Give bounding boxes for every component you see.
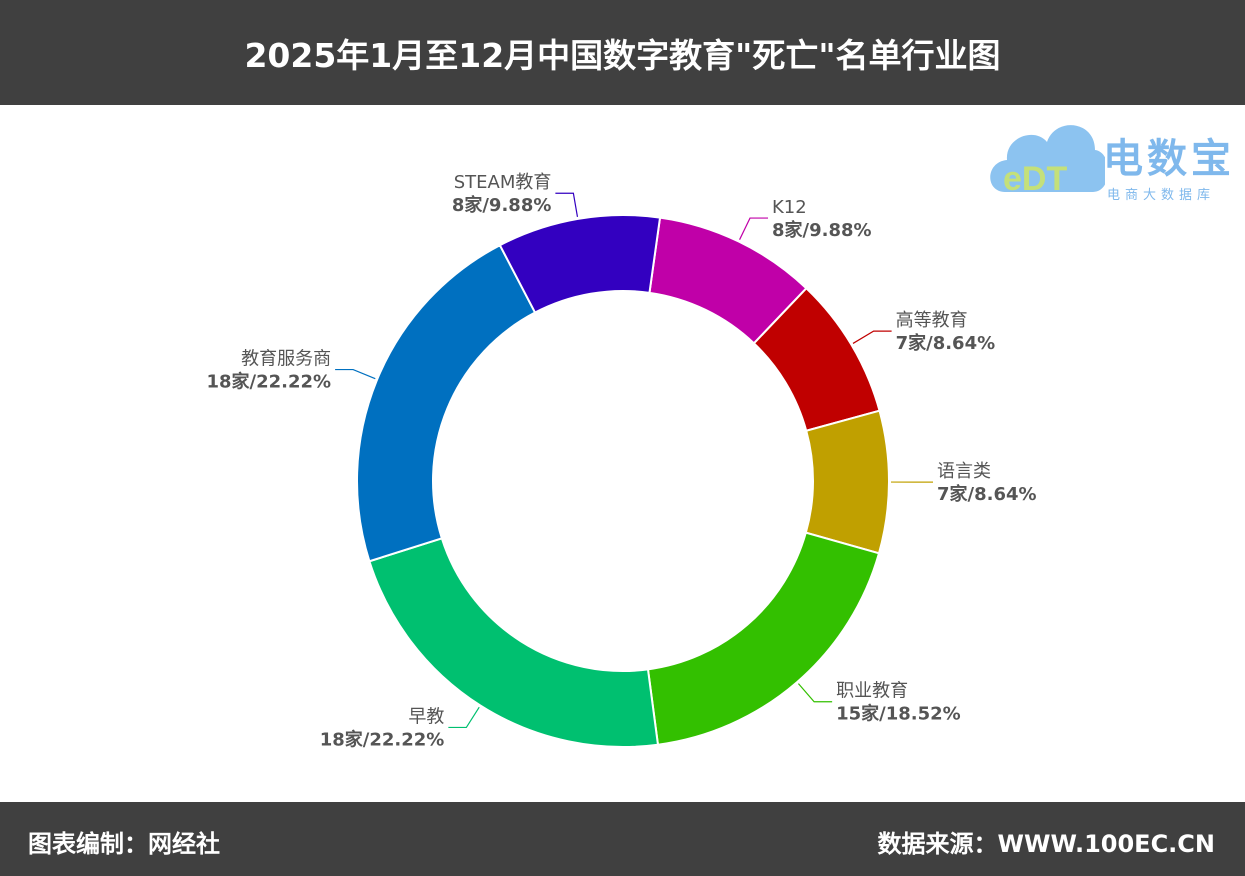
cloud-logo-icon: eDT — [990, 125, 1109, 198]
leader-line-1 — [852, 330, 892, 344]
footer-credit: 图表编制：网经社 — [28, 830, 220, 858]
svg-text:eDT: eDT — [1003, 160, 1067, 198]
value-label-0: 8家/9.88% — [772, 219, 872, 241]
logo-subtitle: 电商大数据库 — [1107, 188, 1216, 203]
leader-line-0 — [739, 217, 769, 240]
title-bar: 2025年1月至12月中国数字教育"死亡"名单行业图 — [0, 0, 1245, 105]
footer: 图表编制：网经社 数据来源：WWW.100EC.CN — [0, 802, 1245, 876]
leader-line-4 — [448, 706, 480, 729]
value-label-2: 7家/8.64% — [937, 483, 1037, 505]
value-label-1: 7家/8.64% — [896, 332, 996, 354]
logo-name: 电数宝 — [1103, 136, 1235, 182]
category-label-1: 高等教育 — [896, 310, 968, 331]
donut-slice-5 — [356, 243, 537, 563]
value-label-4: 18家/22.22% — [320, 728, 445, 750]
donut-slice-6 — [498, 214, 662, 314]
logo: eDT 电数宝 电商大数据库 — [985, 112, 1240, 207]
category-label-6: STEAM教育 — [454, 172, 552, 193]
value-label-3: 15家/18.52% — [836, 703, 961, 725]
category-label-0: K12 — [772, 197, 807, 218]
category-label-4: 早教 — [408, 706, 444, 727]
category-label-3: 职业教育 — [836, 681, 908, 702]
leader-line-6 — [555, 192, 579, 217]
leader-line-3 — [797, 683, 833, 703]
footer-source: 数据来源：WWW.100EC.CN — [877, 830, 1216, 858]
value-label-5: 18家/22.22% — [207, 371, 332, 393]
chart-title: 2025年1月至12月中国数字教育"死亡"名单行业图 — [244, 35, 1001, 75]
category-label-5: 教育服务商 — [241, 349, 331, 370]
value-label-6: 8家/9.88% — [452, 194, 552, 216]
donut-slice-2 — [804, 409, 890, 555]
leader-line-5 — [335, 368, 376, 380]
category-label-2: 语言类 — [937, 461, 991, 482]
